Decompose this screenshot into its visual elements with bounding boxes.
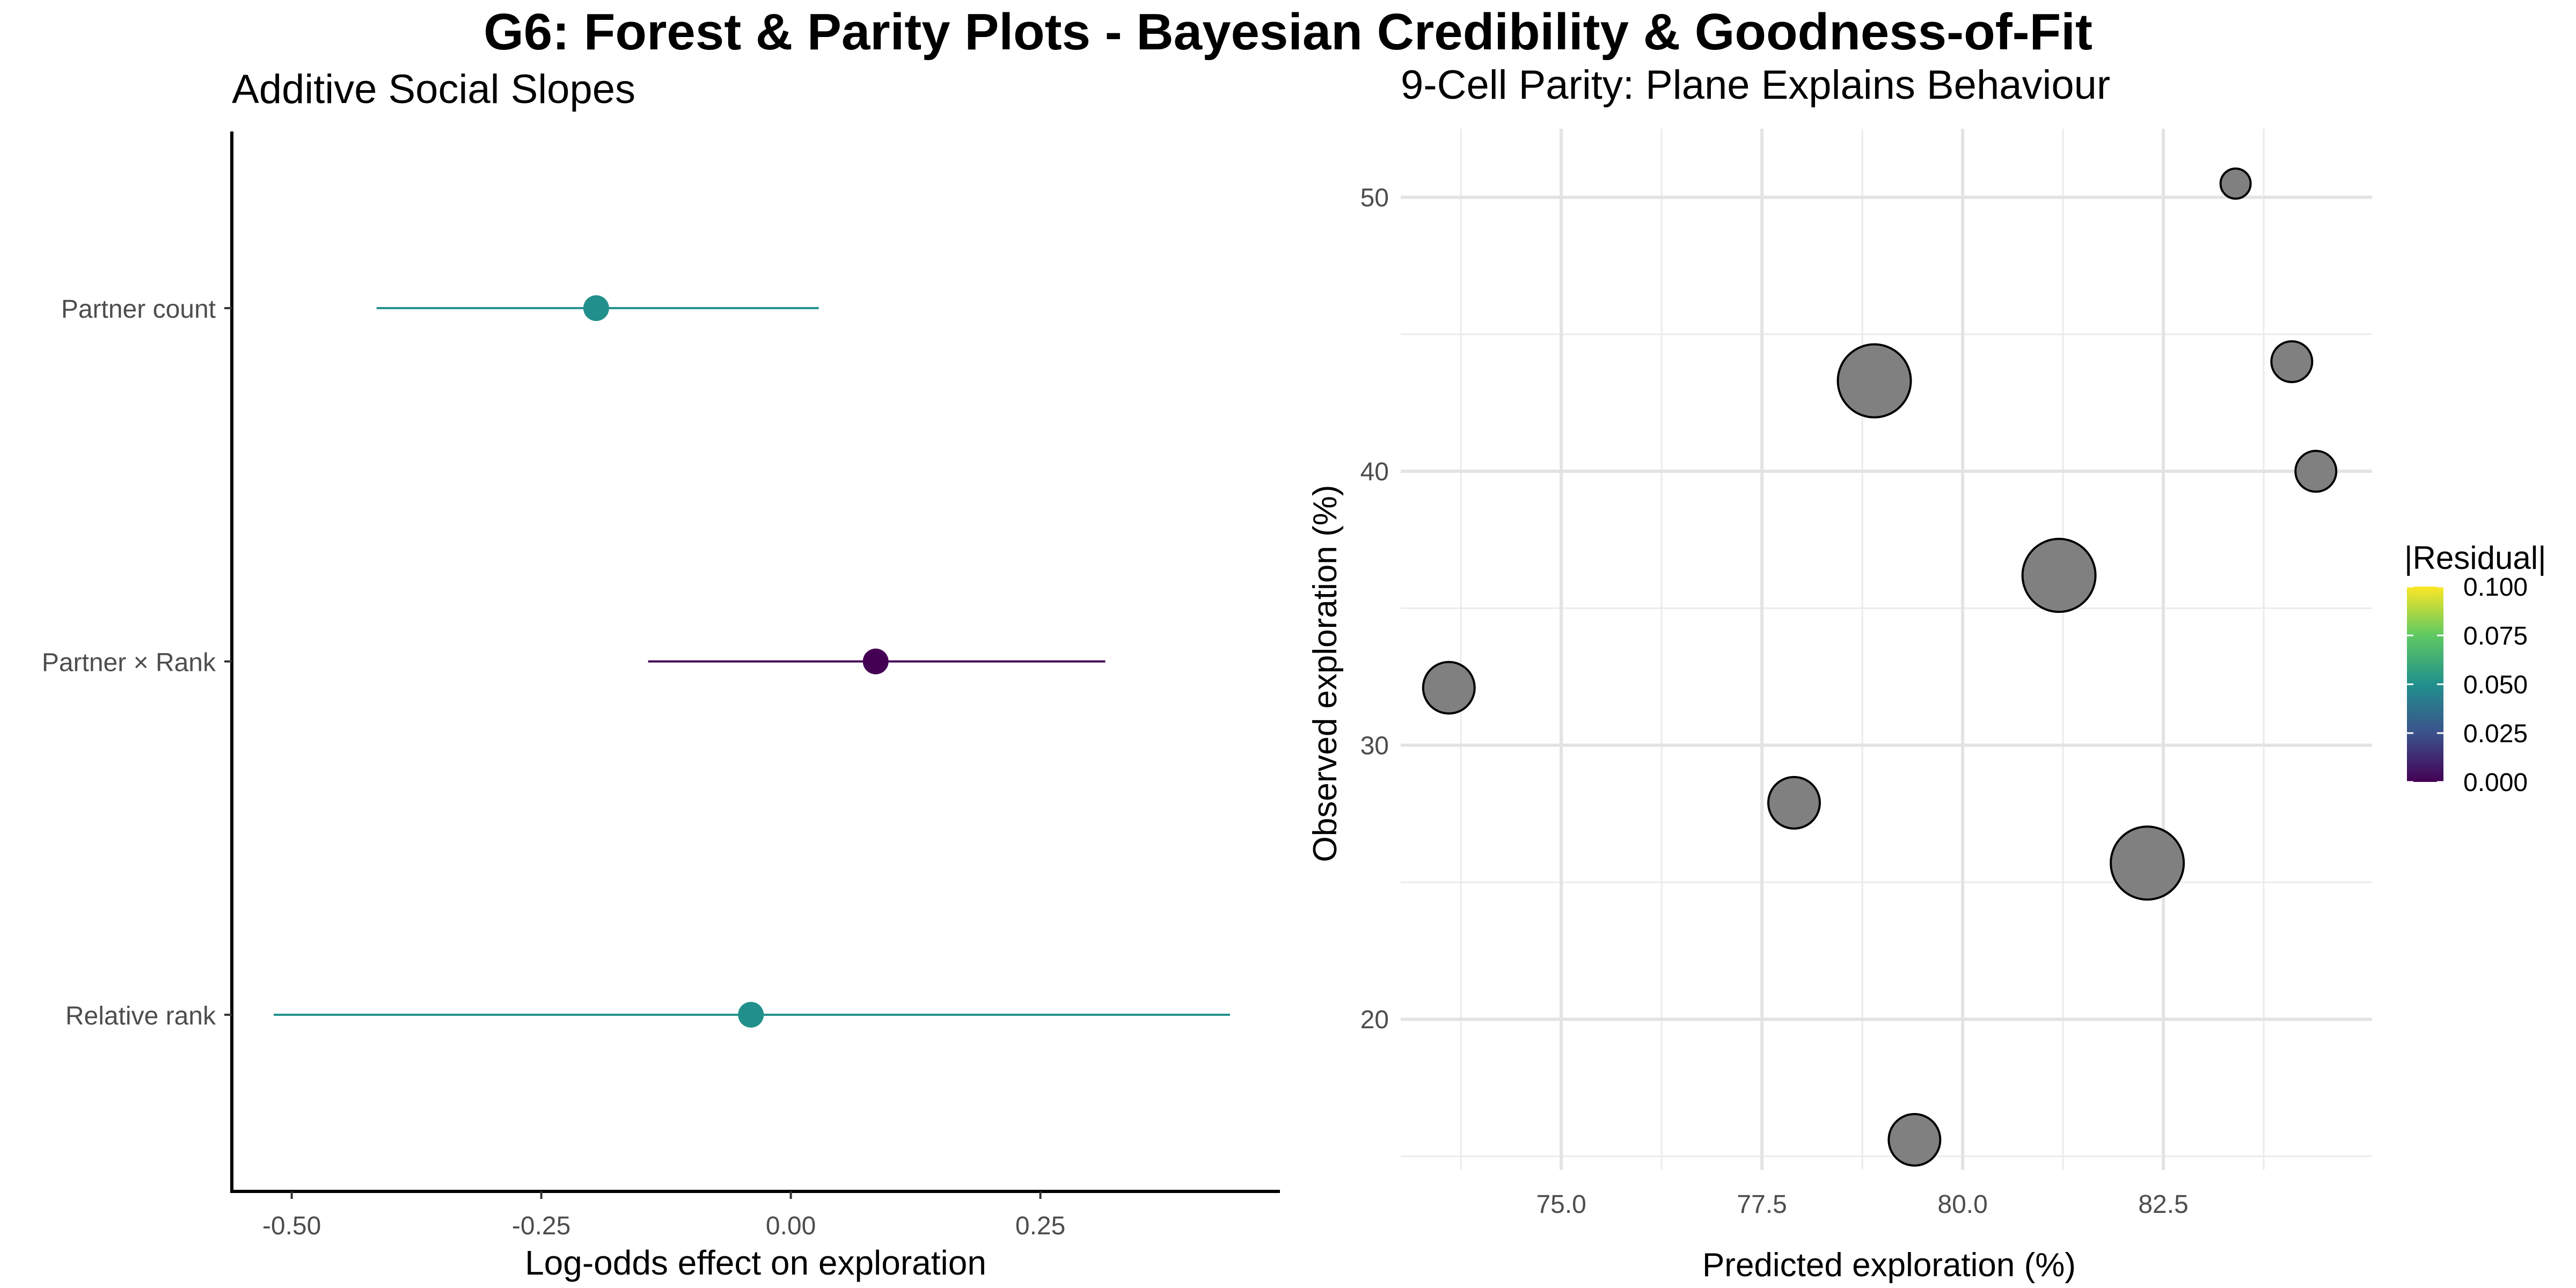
parity-points bbox=[1422, 167, 2338, 1167]
legend-title: |Residual| bbox=[2404, 540, 2546, 576]
legend-tick-label: 0.000 bbox=[2463, 769, 2528, 797]
parity-point bbox=[1422, 661, 1476, 715]
posterior-mean-point bbox=[583, 295, 609, 321]
forest-y-tick-label: Partner count bbox=[61, 295, 216, 324]
parity-plot-title: 9-Cell Parity: Plane Explains Behaviour bbox=[1401, 62, 2110, 108]
parity-y-tick-label: 40 bbox=[1360, 458, 1389, 486]
forest-plot-panel: Additive Social Slopes Partner countPart… bbox=[42, 67, 1280, 1282]
parity-point bbox=[2021, 538, 2097, 613]
forest-x-tick-label: -0.50 bbox=[262, 1212, 321, 1240]
residual-color-legend: |Residual| 0.100 0.075 0.050 0.025 0.000 bbox=[2404, 540, 2546, 797]
parity-x-tick-label: 75.0 bbox=[1536, 1190, 1586, 1219]
parity-y-tick-labels: 20 30 40 50 bbox=[1360, 184, 1389, 1035]
parity-point bbox=[1887, 1113, 1942, 1167]
parity-x-tick-label: 82.5 bbox=[2138, 1190, 2188, 1219]
parity-gridlines bbox=[1401, 129, 2372, 1170]
parity-point bbox=[2294, 450, 2338, 493]
forest-x-tick-label: -0.25 bbox=[512, 1212, 570, 1240]
forest-y-tick-label: Partner × Rank bbox=[42, 649, 216, 677]
posterior-mean-point bbox=[738, 1001, 764, 1028]
parity-point bbox=[1836, 343, 1912, 419]
parity-point bbox=[2110, 825, 2185, 901]
parity-y-tick-label: 20 bbox=[1360, 1006, 1389, 1034]
parity-y-tick-label: 50 bbox=[1360, 184, 1389, 213]
figure-title: G6: Forest & Parity Plots - Bayesian Cre… bbox=[484, 3, 2092, 61]
parity-y-axis-label: Observed exploration (%) bbox=[1307, 485, 1344, 862]
forest-x-tick-label: 0.00 bbox=[766, 1212, 816, 1240]
legend-tick-label: 0.025 bbox=[2463, 720, 2528, 748]
forest-x-tick-label: 0.25 bbox=[1015, 1212, 1065, 1240]
parity-x-tick-label: 77.5 bbox=[1737, 1190, 1787, 1219]
forest-plot-title: Additive Social Slopes bbox=[232, 67, 635, 112]
legend-tick-label: 0.100 bbox=[2463, 573, 2528, 602]
legend-tick-labels: 0.100 0.075 0.050 0.025 0.000 bbox=[2407, 573, 2528, 797]
parity-point bbox=[2270, 340, 2314, 383]
forest-x-axis-label: Log-odds effect on exploration bbox=[525, 1243, 986, 1282]
parity-plot-panel: 9-Cell Parity: Plane Explains Behaviour … bbox=[1307, 62, 2372, 1284]
parity-x-axis-label: Predicted exploration (%) bbox=[1702, 1247, 2076, 1284]
forest-x-tick-labels: -0.50 -0.25 0.00 0.25 bbox=[262, 1191, 1065, 1240]
forest-y-tick-labels: Partner count Partner × Rank Relative rank bbox=[42, 295, 232, 1030]
legend-tick-label: 0.050 bbox=[2463, 671, 2528, 699]
posterior-mean-point bbox=[862, 648, 889, 675]
parity-y-tick-label: 30 bbox=[1360, 732, 1389, 760]
legend-tick-label: 0.075 bbox=[2463, 622, 2528, 650]
forest-y-tick-label: Relative rank bbox=[65, 1002, 216, 1030]
parity-x-tick-label: 80.0 bbox=[1937, 1190, 1987, 1219]
parity-x-tick-labels: 75.0 77.5 80.0 82.5 bbox=[1536, 1190, 2188, 1219]
forest-plot-marks bbox=[274, 295, 1230, 1028]
parity-point bbox=[1767, 775, 1821, 830]
parity-point bbox=[2219, 167, 2252, 200]
